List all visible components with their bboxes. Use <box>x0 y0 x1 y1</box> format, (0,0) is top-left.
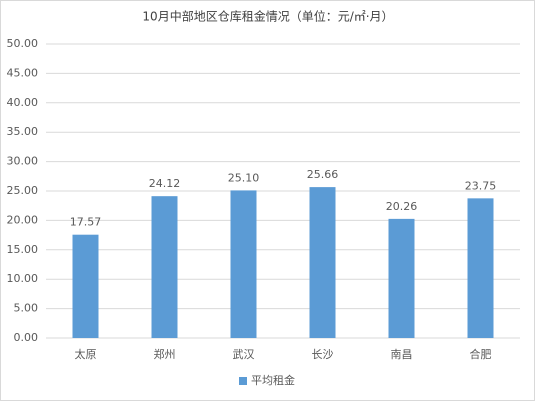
x-tick-label: 郑州 <box>154 347 176 361</box>
y-tick-label: 35.00 <box>7 125 39 138</box>
y-tick-label: 45.00 <box>7 66 39 79</box>
bar <box>151 196 178 338</box>
x-tick-label: 太原 <box>75 348 97 361</box>
x-tick-label: 武汉 <box>233 348 255 361</box>
bar <box>467 198 494 338</box>
y-tick-label: 20.00 <box>7 213 39 226</box>
x-tick-label: 合肥 <box>470 347 492 361</box>
data-label: 17.57 <box>70 216 102 229</box>
data-label: 23.75 <box>465 179 497 192</box>
y-tick-label: 50.00 <box>7 37 39 50</box>
x-tick-label: 南昌 <box>391 348 413 361</box>
data-label: 24.12 <box>149 177 181 190</box>
chart-title: 10月中部地区仓库租金情况（单位：元/㎡·月） <box>142 9 393 24</box>
x-tick-label: 长沙 <box>312 348 334 361</box>
data-label: 25.10 <box>228 171 260 184</box>
bar <box>72 234 99 338</box>
y-tick-label: 15.00 <box>7 243 39 256</box>
bar <box>230 190 257 338</box>
y-tick-label: 40.00 <box>7 96 39 109</box>
bar <box>388 218 415 338</box>
data-label: 20.26 <box>386 200 418 213</box>
y-tick-label: 25.00 <box>7 184 39 197</box>
legend-label: 平均租金 <box>251 373 295 387</box>
legend-swatch <box>239 377 247 385</box>
y-tick-label: 0.00 <box>14 331 39 344</box>
data-label: 25.66 <box>307 168 339 181</box>
y-tick-label: 10.00 <box>7 272 39 285</box>
bar <box>309 187 336 338</box>
y-tick-label: 30.00 <box>7 155 39 168</box>
y-tick-label: 5.00 <box>14 302 39 315</box>
